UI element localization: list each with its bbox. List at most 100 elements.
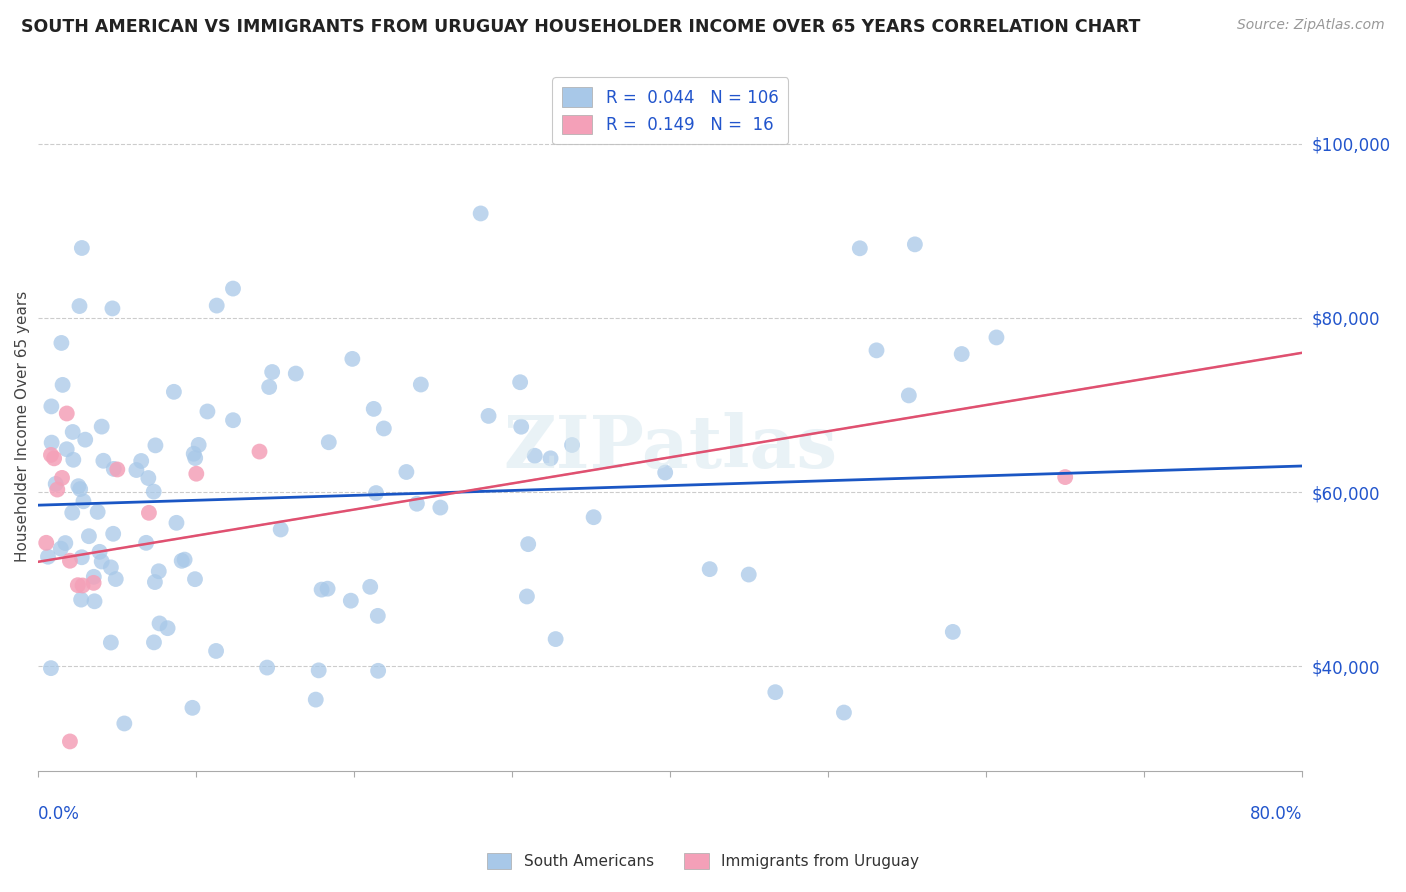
Point <box>112 716 135 731</box>
Point <box>516 590 538 604</box>
Point <box>148 564 170 578</box>
Point <box>308 664 330 678</box>
Point <box>363 401 385 416</box>
Point <box>41 435 63 450</box>
Point <box>35 536 58 550</box>
Point <box>138 506 160 520</box>
Point <box>364 486 387 500</box>
Point <box>66 578 89 592</box>
Point <box>170 554 193 568</box>
Point <box>222 413 245 427</box>
Point <box>90 419 112 434</box>
Point <box>135 536 157 550</box>
Point <box>305 692 328 706</box>
Point <box>77 529 100 543</box>
Point <box>166 516 188 530</box>
Point <box>544 632 567 646</box>
Point <box>187 438 209 452</box>
Point <box>986 330 1008 344</box>
Point <box>284 367 307 381</box>
Point <box>222 282 245 296</box>
Point <box>699 562 721 576</box>
Point <box>205 644 228 658</box>
Point <box>100 560 122 574</box>
Point <box>39 661 62 675</box>
Point <box>60 506 83 520</box>
Point <box>429 500 451 515</box>
Point <box>184 451 207 466</box>
Point <box>197 404 219 418</box>
Point <box>101 301 124 316</box>
Point <box>129 454 152 468</box>
Point <box>39 448 62 462</box>
Point <box>55 407 77 421</box>
Point <box>70 550 93 565</box>
Point <box>45 477 67 491</box>
Point <box>186 467 208 481</box>
Point <box>373 421 395 435</box>
Point <box>367 608 389 623</box>
Point <box>181 701 204 715</box>
Point <box>163 384 186 399</box>
Point <box>143 575 166 590</box>
Text: 80.0%: 80.0% <box>1250 805 1302 823</box>
Point <box>52 377 75 392</box>
Point <box>654 466 676 480</box>
Point <box>86 505 108 519</box>
Point <box>72 578 94 592</box>
Point <box>90 554 112 568</box>
Point <box>69 482 91 496</box>
Point <box>148 616 170 631</box>
Point <box>904 237 927 252</box>
Point <box>75 433 97 447</box>
Point <box>1054 470 1077 484</box>
Point <box>582 510 605 524</box>
Point <box>46 483 69 497</box>
Text: ZIPatlas: ZIPatlas <box>503 412 838 483</box>
Y-axis label: Householder Income Over 65 years: Householder Income Over 65 years <box>15 291 30 563</box>
Point <box>93 454 115 468</box>
Point <box>70 592 93 607</box>
Point <box>103 462 125 476</box>
Point <box>477 409 499 423</box>
Point <box>173 552 195 566</box>
Point <box>311 582 333 597</box>
Point <box>342 351 364 366</box>
Point <box>897 388 920 402</box>
Point <box>145 438 167 452</box>
Point <box>409 377 432 392</box>
Point <box>156 621 179 635</box>
Point <box>37 549 59 564</box>
Point <box>865 343 887 358</box>
Point <box>83 570 105 584</box>
Point <box>104 572 127 586</box>
Point <box>62 452 84 467</box>
Point <box>136 471 159 485</box>
Point <box>142 484 165 499</box>
Point <box>143 635 166 649</box>
Point <box>849 241 872 255</box>
Point <box>256 660 278 674</box>
Text: SOUTH AMERICAN VS IMMIGRANTS FROM URUGUAY HOUSEHOLDER INCOME OVER 65 YEARS CORRE: SOUTH AMERICAN VS IMMIGRANTS FROM URUGUA… <box>21 18 1140 36</box>
Point <box>89 545 111 559</box>
Point <box>51 471 73 485</box>
Point <box>316 582 339 596</box>
Point <box>249 444 271 458</box>
Point <box>942 624 965 639</box>
Point <box>103 526 125 541</box>
Point <box>70 241 93 255</box>
Point <box>69 299 91 313</box>
Point <box>51 335 73 350</box>
Point <box>183 447 205 461</box>
Text: Source: ZipAtlas.com: Source: ZipAtlas.com <box>1237 18 1385 32</box>
Point <box>49 541 72 556</box>
Point <box>100 635 122 649</box>
Point <box>523 449 546 463</box>
Point <box>205 299 228 313</box>
Point <box>832 706 855 720</box>
Point <box>83 594 105 608</box>
Point <box>367 664 389 678</box>
Point <box>517 537 540 551</box>
Point <box>406 497 429 511</box>
Point <box>270 523 292 537</box>
